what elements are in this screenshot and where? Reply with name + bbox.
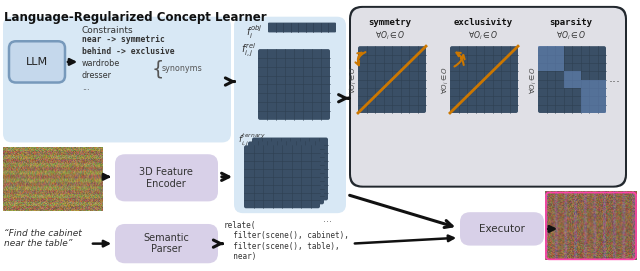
Text: symmetry: symmetry [369,18,412,27]
Text: $\forall O_i \in O$: $\forall O_i \in O$ [527,66,539,93]
FancyBboxPatch shape [115,154,218,201]
Text: Executor: Executor [479,224,525,234]
Text: {: { [152,59,164,78]
Text: exclusivity: exclusivity [453,18,513,27]
Text: $\forall O_i \in O$: $\forall O_i \in O$ [375,30,405,42]
Text: LLM: LLM [26,57,48,67]
Text: $\forall O_i \in O$: $\forall O_i \in O$ [348,66,358,93]
Text: $\forall O_i \in O$: $\forall O_i \in O$ [556,30,586,42]
Text: $f_{i,j}^{rel}$: $f_{i,j}^{rel}$ [241,41,256,59]
FancyBboxPatch shape [351,8,625,186]
Text: $\forall O_i \in O$: $\forall O_i \in O$ [468,30,498,42]
FancyBboxPatch shape [258,49,330,120]
FancyBboxPatch shape [248,141,324,204]
FancyBboxPatch shape [460,212,544,246]
Text: dresser: dresser [82,71,112,80]
FancyBboxPatch shape [358,46,426,113]
Text: Language-Regularized Concept Learner: Language-Regularized Concept Learner [4,11,267,24]
Text: relate(
  filter(scene(), cabinet),
  filter(scene(), table),
  near): relate( filter(scene(), cabinet), filter… [224,221,349,261]
Text: Constraints: Constraints [82,25,134,34]
Text: wardrobe: wardrobe [82,59,120,68]
Text: ...: ... [609,72,621,85]
Text: near -> symmetric: near -> symmetric [82,35,165,44]
Bar [580,80,606,113]
Text: “Find the cabinet
near the table”: “Find the cabinet near the table” [4,229,82,248]
FancyBboxPatch shape [538,46,606,113]
FancyBboxPatch shape [268,22,336,33]
FancyBboxPatch shape [3,17,231,143]
Text: ...: ... [82,82,90,92]
Bar [563,71,580,88]
FancyBboxPatch shape [234,17,346,213]
Text: ...: ... [323,214,332,224]
Text: $\forall O_i \in O$: $\forall O_i \in O$ [440,66,451,93]
Text: 3D Feature
Encoder: 3D Feature Encoder [139,167,193,189]
FancyBboxPatch shape [115,224,218,263]
FancyBboxPatch shape [244,145,320,208]
FancyBboxPatch shape [9,41,65,82]
Text: synonyms: synonyms [162,64,203,73]
Text: sparsity: sparsity [550,18,593,27]
Bar [538,46,563,71]
Text: $f_i^{obj}$: $f_i^{obj}$ [246,24,262,41]
FancyBboxPatch shape [450,46,518,113]
FancyBboxPatch shape [252,137,328,200]
Text: $f_{i,j,k}^{ternary}$: $f_{i,j,k}^{ternary}$ [238,131,266,147]
FancyBboxPatch shape [349,6,627,188]
Text: behind -> exclusive: behind -> exclusive [82,47,175,56]
Text: Semantic
Parser: Semantic Parser [143,233,189,254]
